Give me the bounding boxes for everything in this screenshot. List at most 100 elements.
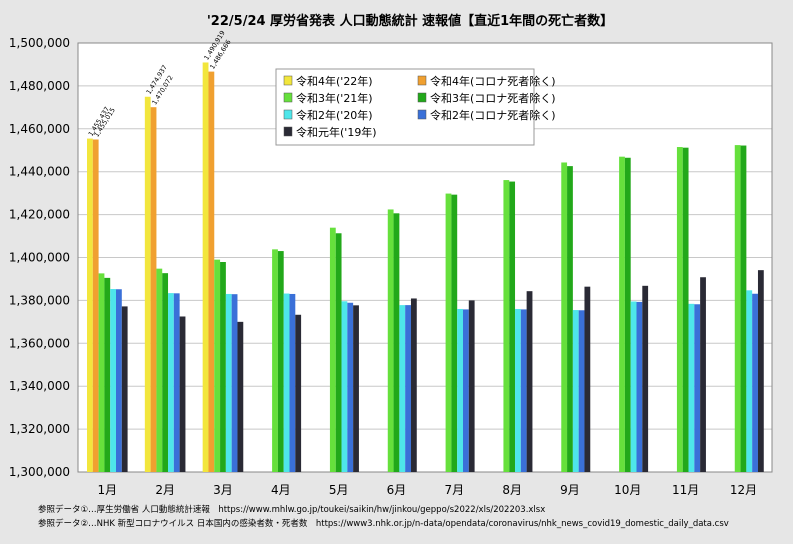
bar: [214, 259, 221, 472]
y-tick-label: 1,500,000: [9, 36, 70, 50]
bar: [237, 321, 244, 472]
bar: [156, 268, 163, 472]
legend-label: 令和2年('20年): [296, 108, 373, 122]
bar: [353, 305, 359, 472]
bar: [520, 309, 527, 472]
bar: [578, 310, 585, 472]
x-axis: 1月 2月 3月 4月 5月 6月 7月 8月 9月 10月 11月 12月: [97, 483, 757, 497]
bar: [387, 209, 394, 472]
x-category-label: 10月: [614, 483, 641, 497]
y-tick-label: 1,340,000: [9, 379, 70, 393]
legend-label: 令和3年(コロナ死者除く): [430, 91, 556, 105]
y-axis: 1,300,000 1,320,000 1,340,000 1,360,000 1,38…: [9, 36, 70, 479]
legend-swatch: [283, 75, 293, 86]
y-tick-label: 1,320,000: [9, 422, 70, 436]
bar: [289, 293, 296, 472]
y-tick-label: 1,300,000: [9, 465, 70, 479]
bar: [676, 147, 683, 472]
bar: [162, 273, 169, 472]
bar: [642, 285, 649, 472]
bars: [87, 62, 764, 473]
y-tick-label: 1,360,000: [9, 336, 70, 350]
bar: [347, 302, 354, 472]
bar: [92, 139, 99, 472]
y-tick-label: 1,480,000: [9, 79, 70, 93]
bar: [295, 314, 302, 472]
bar: [503, 180, 510, 473]
legend-swatch: [283, 109, 293, 120]
bar: [457, 308, 463, 472]
bar: [567, 166, 573, 473]
bar: [179, 316, 186, 472]
bar: [572, 310, 579, 472]
bar: [220, 262, 226, 472]
bar: [208, 71, 215, 472]
y-tick-label: 1,400,000: [9, 251, 70, 265]
bar: [688, 303, 695, 472]
bar: [410, 298, 417, 472]
bar: [283, 293, 290, 472]
bar: [515, 308, 521, 472]
legend-label: 令和元年('19年): [296, 125, 377, 139]
bar: [173, 293, 180, 472]
reference-note-1: 参照データ①…厚生労働省 人口動態統計速報 https://www.mhlw.g…: [38, 504, 545, 515]
y-tick-label: 1,460,000: [9, 122, 70, 136]
bar: [630, 301, 637, 472]
chart-title: '22/5/24 厚労省発表 人口動態統計 速報値【直近1年間の死亡者数】: [207, 13, 613, 29]
legend-box: [275, 68, 535, 146]
x-category-label: 9月: [560, 483, 580, 497]
bar: [636, 301, 643, 472]
x-category-label: 5月: [329, 483, 349, 497]
bar: [757, 270, 764, 472]
bar: [526, 291, 533, 472]
x-category-label: 7月: [444, 483, 464, 497]
bar: [509, 181, 516, 472]
bar: [121, 306, 128, 472]
bar: [445, 193, 452, 473]
x-category-label: 11月: [672, 483, 699, 497]
x-category-label: 8月: [502, 483, 522, 497]
bar: [734, 145, 741, 473]
plot-border: [77, 42, 773, 473]
bar: [740, 145, 747, 472]
legend-label: 令和4年('22年): [296, 74, 373, 88]
bar: [329, 227, 336, 472]
bar: [335, 233, 342, 472]
bar: [746, 290, 753, 472]
bar: [624, 157, 631, 472]
bar: [700, 277, 706, 472]
legend-swatch: [283, 126, 293, 137]
bar: [451, 194, 458, 473]
bar: [463, 309, 469, 472]
bar: [405, 305, 411, 472]
bar: [341, 301, 348, 472]
bar: [277, 251, 284, 472]
bar: [272, 249, 278, 472]
bar: [619, 156, 625, 472]
bar: [150, 107, 157, 472]
bar: [468, 300, 475, 472]
bar: [225, 293, 232, 472]
legend-swatch: [283, 92, 293, 103]
bar: [561, 162, 568, 472]
bar: [584, 286, 591, 472]
reference-note-2: 参照データ②…NHK 新型コロナウイルス 日本国内の感染者数・死者数 https…: [38, 518, 729, 529]
bar: [116, 289, 122, 472]
y-tick-label: 1,380,000: [9, 293, 70, 307]
legend-swatch: [417, 109, 427, 120]
bar: [110, 289, 116, 472]
bar: [752, 293, 758, 472]
bar: [694, 304, 701, 472]
bar: [399, 305, 406, 472]
legend-swatch: [417, 92, 427, 103]
x-category-label: 4月: [271, 483, 291, 497]
bar: [231, 294, 238, 472]
bar: [682, 147, 689, 472]
bar: [202, 62, 209, 472]
bar: [168, 293, 174, 472]
x-category-label: 1月: [97, 483, 117, 497]
y-tick-label: 1,420,000: [9, 208, 70, 222]
legend-swatch: [417, 75, 427, 86]
